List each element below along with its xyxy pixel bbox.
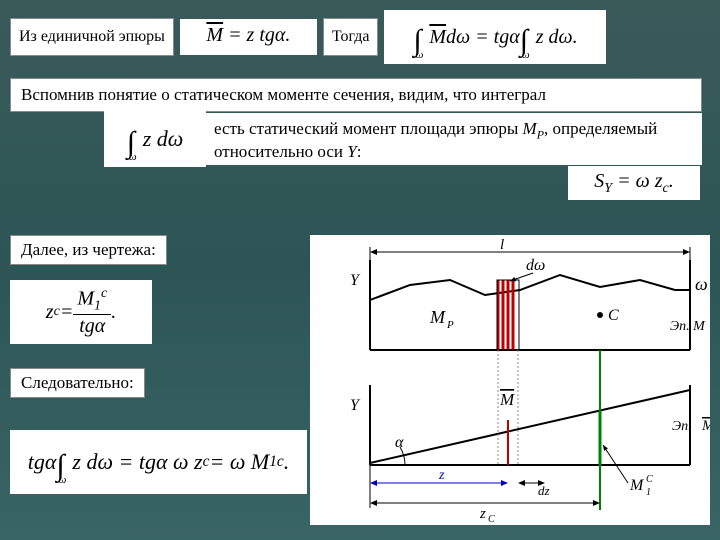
svg-text:1: 1 xyxy=(646,487,651,498)
svg-text:dz: dz xyxy=(538,483,550,498)
svg-text:M: M xyxy=(701,418,710,434)
formula-int-zdw: ∫ω z dω xyxy=(104,111,206,167)
svg-text:ω: ω xyxy=(695,274,708,294)
svg-text:C: C xyxy=(646,474,653,485)
svg-text:M: M xyxy=(429,307,446,327)
svg-text:C: C xyxy=(608,307,619,324)
svg-text:Эп.: Эп. xyxy=(672,419,692,434)
text-then: Тогда xyxy=(323,18,379,56)
svg-text:α: α xyxy=(395,434,404,451)
formula-final: tgα ∫ω z dω = tgα ω zc = ω M1c . xyxy=(10,430,307,494)
formula-integral-mbar: ∫ω M dω = tgα ∫ω z dω. xyxy=(384,10,606,64)
text-is-static-moment: есть статический момент площади эпюры MP… xyxy=(206,113,702,165)
svg-text:P: P xyxy=(446,319,454,331)
text-therefore: Следовательно: xyxy=(10,368,145,398)
text-from-drawing: Далее, из чертежа: xyxy=(10,235,167,265)
svg-text:z: z xyxy=(479,506,486,522)
formula-zc: zc = M1ctgα . xyxy=(10,280,152,344)
svg-text:dω: dω xyxy=(526,257,545,274)
formula-sy: SY = ω zc. xyxy=(568,166,700,200)
svg-text:Y: Y xyxy=(350,397,361,414)
svg-text:C: C xyxy=(488,514,495,525)
svg-text:Y: Y xyxy=(350,272,361,289)
svg-text:z: z xyxy=(438,468,445,483)
formula-mbar: M = z tgα. xyxy=(180,19,317,55)
diagram-epure: CωЭп. MPMPYldωαYMЭп. MzdzzCM1C xyxy=(310,235,710,525)
svg-text:M: M xyxy=(629,477,645,494)
svg-text:M: M xyxy=(499,390,515,409)
text-from-unit-diagram: Из единичной эпюры xyxy=(10,18,174,56)
svg-text:Эп. M: Эп. M xyxy=(670,319,706,334)
text-recall-static-moment: Вспомнив понятие о статическом моменте с… xyxy=(10,78,702,112)
svg-text:l: l xyxy=(500,237,504,253)
